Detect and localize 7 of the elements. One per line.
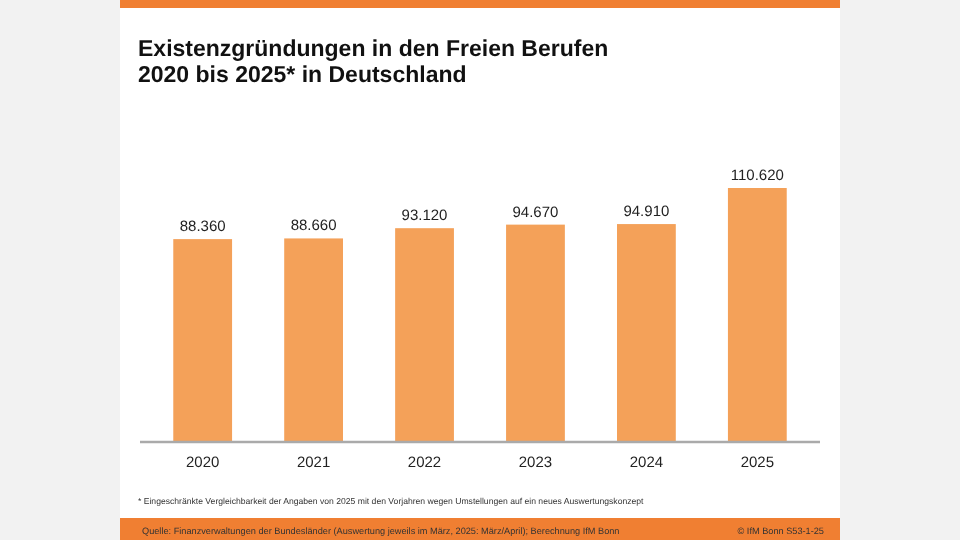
bar	[395, 228, 454, 442]
bar	[173, 239, 233, 442]
bar	[727, 188, 787, 442]
bar	[284, 238, 343, 442]
bar	[506, 224, 565, 442]
bar	[617, 224, 676, 442]
chart-title: Existenzgründungen in den Freien Berufen 2020 bis 2025* in Deutschland	[138, 38, 609, 88]
